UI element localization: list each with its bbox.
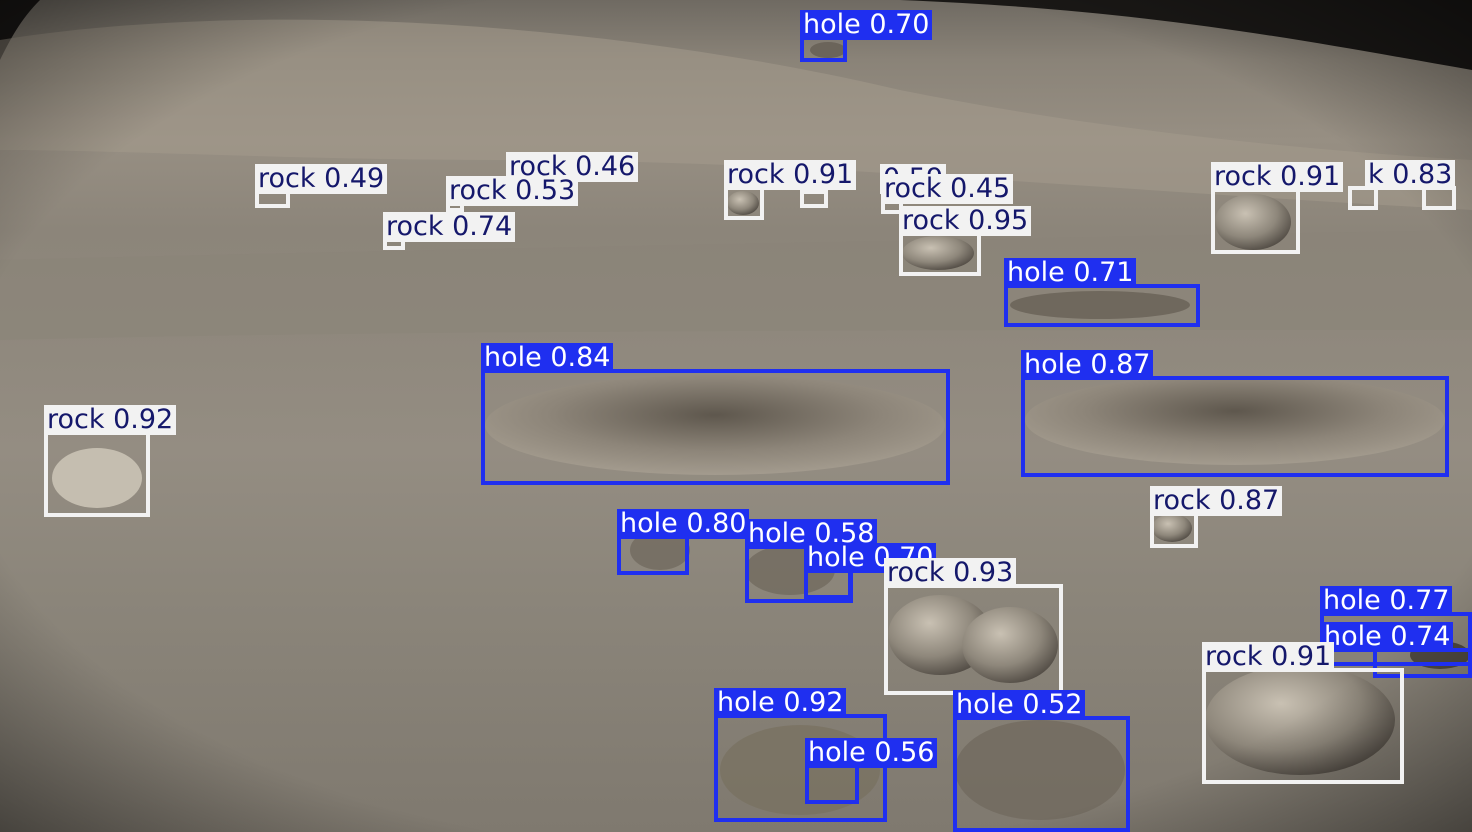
detection-box [1422,186,1456,210]
detection-box: rock 0.87 [1150,486,1283,548]
detection-label: hole 0.71 [1004,258,1137,288]
detection-box: rock 0.49 [255,164,388,208]
detection-label: hole 0.52 [953,690,1086,720]
detection-box: rock 0.91 [1211,162,1344,254]
detection-box: rock 0.92 [44,405,177,517]
detection-box: rock 0.74 [383,212,516,250]
detection-box: hole 0.74 [1321,622,1472,678]
detection-label: rock 0.49 [255,164,388,194]
detection-box: hole 0.77 [1320,586,1472,666]
detection-box: hole 0.70 [804,543,937,599]
detection-box: k 0.83 [1348,160,1456,210]
detection-box: hole 0.87 [1021,350,1449,477]
detection-label: rock 0.93 [884,558,1017,588]
detection-box: rock 0.93 [884,558,1063,695]
detection-label: rock 0.92 [44,405,177,435]
detection-label: hole 0.70 [800,10,933,40]
detection-box: hole 0.84 [481,343,950,485]
detection-label: rock 0.87 [1150,486,1283,516]
detection-label: hole 0.92 [714,688,847,718]
detection-label: rock 0.53 [446,176,579,206]
detection-label: hole 0.84 [481,343,614,373]
detection-label: hole 0.56 [805,738,938,768]
detection-box: rock 0.91 [1202,642,1404,784]
detection-box: hole 0.80 [617,509,750,575]
detection-label: rock 0.91 [724,160,857,190]
detection-box: hole 0.92 [714,688,887,822]
detection-box: rock 0.45 [881,174,1014,214]
detection-label: hole 0.77 [1320,586,1453,616]
detection-box: 0.59 [800,164,947,208]
detection-label: hole 0.74 [1321,622,1454,652]
detection-label: rock 0.95 [899,206,1032,236]
detection-box: rock 0.95 [899,206,1032,276]
detection-box: hole 0.70 [800,10,933,62]
detection-label: rock 0.74 [383,212,516,242]
detection-box: hole 0.71 [1004,258,1200,327]
detection-label: rock 0.91 [1211,162,1344,192]
detection-label: rock 0.45 [881,174,1014,204]
detection-label: k 0.83 [1365,160,1456,190]
detection-label: rock 0.91 [1202,642,1335,672]
detection-label: hole 0.80 [617,509,750,539]
detection-box: rock 0.91 [724,160,857,220]
detection-box: hole 0.56 [805,738,938,804]
detection-box: hole 0.52 [953,690,1130,832]
detection-box: hole 0.58 [745,519,878,603]
detection-label: hole 0.87 [1021,350,1154,380]
detection-box: rock 0.53 [446,176,579,212]
